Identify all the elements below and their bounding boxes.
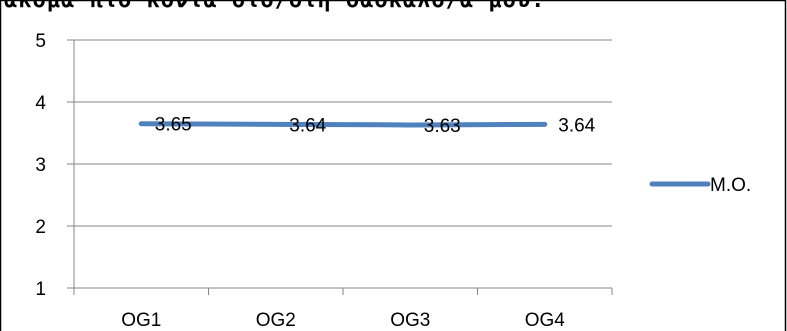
x-axis-ticks: OG1 OG2 OG3 OG4 [73, 288, 613, 331]
x-tick-label: OG2 [256, 310, 296, 331]
legend: M.O. [649, 175, 751, 196]
header-text: ακόμα πιο κοντά στο/στη δάσκαλο/α μου. [4, 0, 546, 13]
y-tick-label: 2 [35, 217, 46, 238]
x-tick-label: OG1 [121, 310, 161, 331]
legend-label: M.O. [710, 175, 751, 196]
data-label: 3.64 [289, 115, 326, 136]
x-tick-label: OG3 [390, 310, 430, 331]
series-group [138, 121, 548, 128]
series-line-0 [138, 121, 548, 128]
data-labels: 3.65 3.64 3.63 3.64 [155, 115, 596, 137]
data-label: 3.65 [155, 115, 192, 136]
y-tick-label: 5 [35, 31, 46, 52]
x-tick-label: OG4 [525, 310, 566, 331]
y-tick-label: 4 [35, 93, 46, 114]
y-axis-ticks: 1 2 3 4 5 [35, 31, 74, 300]
y-tick-label: 3 [35, 155, 46, 176]
y-tick-label: 1 [35, 279, 46, 300]
data-label: 3.64 [558, 115, 595, 136]
gridlines [74, 39, 612, 227]
data-label: 3.63 [424, 116, 461, 137]
